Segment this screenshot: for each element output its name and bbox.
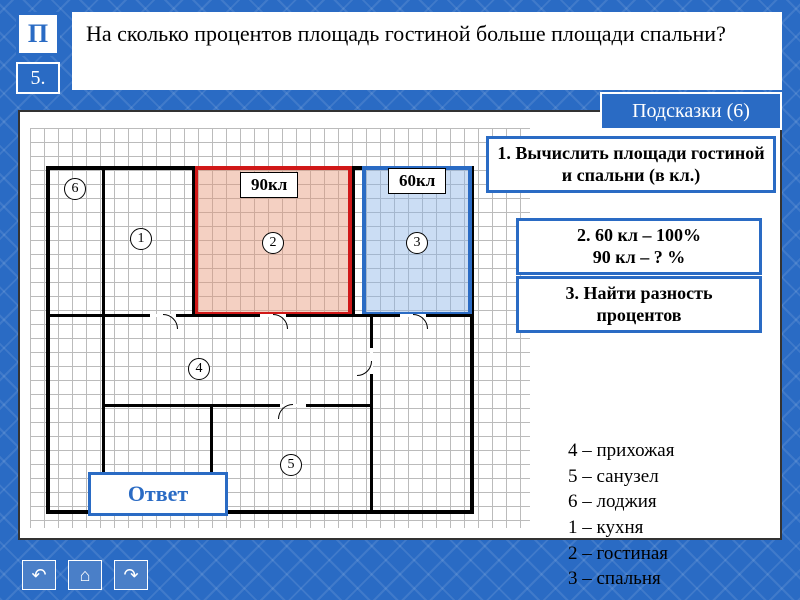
legend-item: 6 – лоджия bbox=[568, 489, 674, 515]
hint-3: 3. Найти разность процентов bbox=[516, 276, 762, 333]
room-label-2: 2 bbox=[262, 232, 284, 254]
hints-button[interactable]: Подсказки (6) bbox=[600, 92, 782, 130]
wall bbox=[370, 314, 373, 512]
question-text: На сколько процентов площадь гостиной бо… bbox=[72, 12, 782, 90]
legend-item: 3 – спальня bbox=[568, 566, 674, 592]
hint-2-line1: 2. 60 кл – 100% bbox=[527, 225, 751, 247]
variant-badge: П bbox=[16, 12, 60, 56]
nav-forward-icon[interactable]: ↷ bbox=[114, 560, 148, 590]
legend-item: 1 – кухня bbox=[568, 515, 674, 541]
floorplan: 6 1 2 3 4 5 90кл 60кл Ответ bbox=[30, 128, 530, 528]
nav-back-icon[interactable]: ↶ bbox=[22, 560, 56, 590]
room-label-3: 3 bbox=[406, 232, 428, 254]
legend: 4 – прихожая 5 – санузел 6 – лоджия 1 – … bbox=[568, 438, 674, 592]
area-tag-room2: 90кл bbox=[240, 172, 298, 198]
wall bbox=[102, 166, 105, 316]
hint-2: 2. 60 кл – 100% 90 кл – ? % bbox=[516, 218, 762, 275]
answer-button[interactable]: Ответ bbox=[88, 472, 228, 516]
wall bbox=[46, 166, 50, 514]
wall bbox=[352, 166, 355, 316]
hint-2-line2: 90 кл – ? % bbox=[527, 247, 751, 269]
room-label-1: 1 bbox=[130, 228, 152, 250]
legend-item: 5 – санузел bbox=[568, 464, 674, 490]
wall bbox=[192, 166, 195, 316]
room-label-6: 6 bbox=[64, 178, 86, 200]
room-label-5: 5 bbox=[280, 454, 302, 476]
nav-home-icon[interactable]: ⌂ bbox=[68, 560, 102, 590]
area-tag-room3: 60кл bbox=[388, 168, 446, 194]
wall bbox=[102, 404, 372, 407]
slide-background: П 5. На сколько процентов площадь гостин… bbox=[0, 0, 800, 600]
hint-1: 1. Вычислить площади гостиной и спальни … bbox=[486, 136, 776, 193]
room-label-4: 4 bbox=[188, 358, 210, 380]
legend-item: 4 – прихожая bbox=[568, 438, 674, 464]
nav-bar: ↶ ⌂ ↷ bbox=[22, 560, 148, 590]
question-number-badge: 5. bbox=[16, 62, 60, 94]
legend-item: 2 – гостиная bbox=[568, 541, 674, 567]
